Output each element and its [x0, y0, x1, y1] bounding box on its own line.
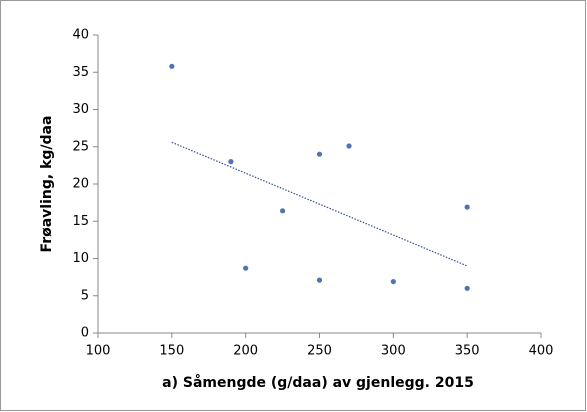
x-tick-label: 400 [529, 344, 554, 359]
data-point [243, 265, 249, 271]
x-tick-label: 150 [159, 344, 184, 359]
data-point [316, 151, 323, 157]
data-point [228, 159, 234, 165]
x-tick-label: 250 [307, 344, 332, 359]
y-tick-label: 40 [72, 28, 89, 43]
trendline [171, 141, 468, 267]
y-tick-label: 10 [72, 251, 89, 266]
data-point [169, 63, 175, 69]
x-axis-title: a) Såmengde (g/daa) av gjenlegg. 2015 [162, 374, 474, 391]
x-tick-label: 200 [233, 344, 258, 359]
y-tick-label: 15 [72, 214, 89, 229]
data-point [464, 285, 470, 291]
y-tick-label: 5 [81, 288, 89, 303]
y-tick-label: 30 [72, 102, 89, 117]
x-tick-label: 300 [381, 344, 406, 359]
data-point [390, 278, 396, 285]
y-tick-label: 25 [72, 139, 89, 154]
data-point [346, 143, 352, 149]
x-tick-label: 350 [455, 344, 480, 359]
data-point [279, 208, 286, 214]
x-tick-label: 100 [86, 344, 111, 359]
y-axis-title: Frøavling, kg/daa [39, 116, 55, 253]
data-point [464, 204, 470, 210]
y-tick-label: 0 [81, 326, 89, 341]
y-tick-label: 35 [72, 65, 89, 80]
y-tick-label: 20 [72, 177, 89, 192]
data-point [316, 277, 323, 283]
